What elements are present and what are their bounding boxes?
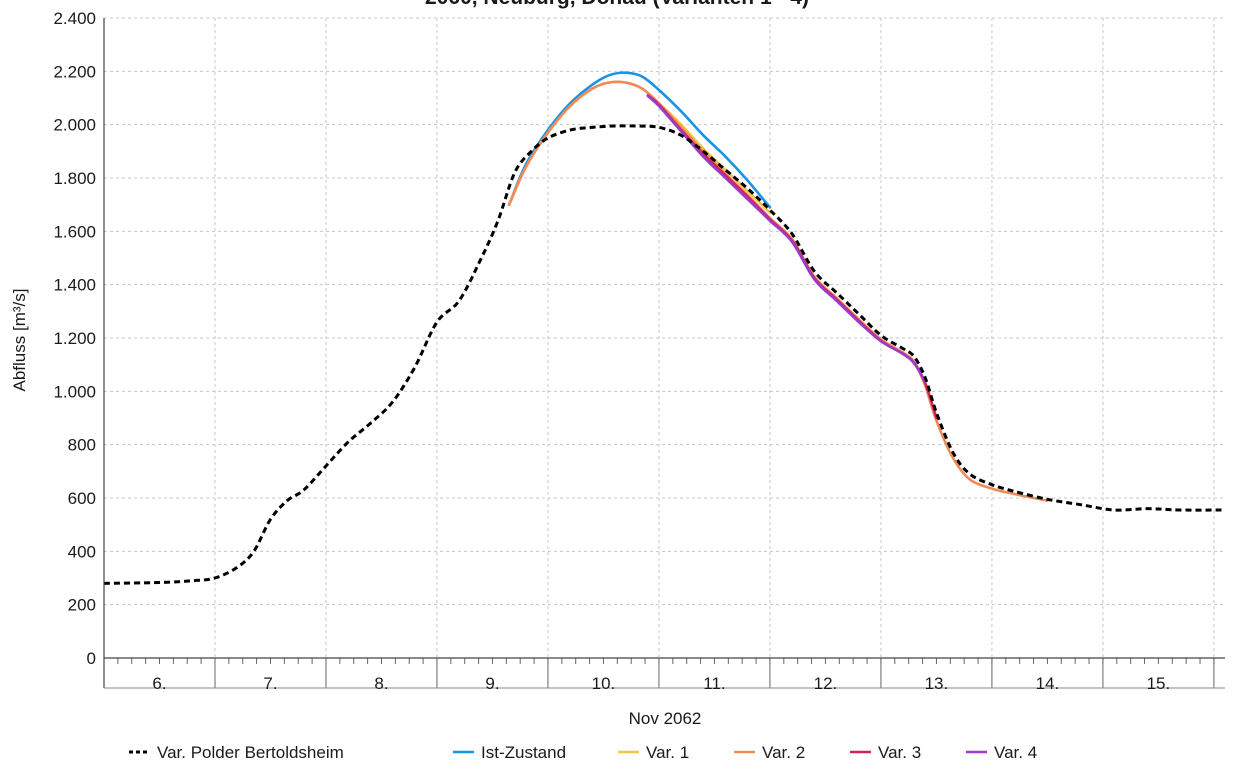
y-tick-label: 1.400 [53,276,96,295]
y-tick-label: 1.800 [53,169,96,188]
series-line-ist-zustand [507,71,772,209]
x-tick-label: 10. [592,674,616,693]
x-axis-ticks: 6. 7. 8. 9. 10. 11. 12. 13. 14. 15. [152,674,1170,693]
x-tick-label: 14. [1036,674,1060,693]
series-layer [103,71,1226,585]
legend-label-var-3: Var. 3 [878,743,921,762]
x-tick-label: 15. [1147,674,1171,693]
legend-label-var-1: Var. 1 [646,743,689,762]
series-line-var-polder-bertoldsheim [103,124,1226,585]
y-tick-label: 600 [68,489,96,508]
y-tick-label: 1.600 [53,222,96,241]
y-axis-ticks: 0 200 400 600 800 1.000 1.200 1.400 1.600 1.800 2.… [53,9,96,668]
chart-title: 2060, Neuburg, Donau (Varianten 1 - 4) [425,0,809,9]
x-tick-label: 6. [152,674,166,693]
y-axis-title: Abfluss [m³/s] [10,289,29,392]
series-line-var-2 [507,80,1049,502]
y-tick-label: 2.000 [53,116,96,135]
axes [103,18,1225,689]
y-tick-label: 400 [68,542,96,561]
x-tick-label: 11. [703,674,725,693]
y-tick-label: 1.000 [53,382,96,401]
y-tick-label: 0 [87,649,96,668]
x-tick-label: 13. [925,674,949,693]
x-tick-label: 7. [263,674,277,693]
y-tick-label: 800 [68,436,96,455]
x-tick-label: 12. [814,674,838,693]
x-tick-label: 8. [374,674,388,693]
y-tick-label: 200 [68,596,96,615]
legend: Var. Polder Bertoldsheim Ist-Zustand Var. … [129,743,1037,762]
legend-label-var-4: Var. 4 [994,743,1037,762]
legend-label-ist-zustand: Ist-Zustand [481,743,566,762]
legend-label-var-polder-bertoldsheim: Var. Polder Bertoldsheim [157,743,344,762]
y-tick-label: 2.400 [53,9,96,28]
legend-label-var-2: Var. 2 [762,743,805,762]
y-tick-label: 1.200 [53,329,96,348]
x-axis-title: Nov 2062 [629,709,702,728]
y-tick-label: 2.200 [53,62,96,81]
x-tick-label: 9. [485,674,499,693]
